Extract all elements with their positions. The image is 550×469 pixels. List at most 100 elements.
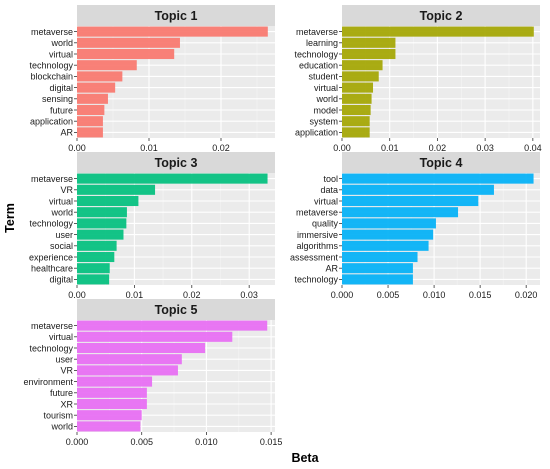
x-tick-label: 0.03 (240, 290, 258, 300)
facet-title: Topic 5 (155, 303, 198, 317)
category-label: virtual (49, 49, 73, 59)
category-label: metaverse (31, 174, 73, 184)
category-label: application (30, 117, 73, 127)
category-label: education (299, 61, 338, 71)
category-label: world (50, 38, 73, 48)
x-axis-title: Beta (291, 451, 319, 465)
bar (77, 263, 110, 274)
bar (77, 26, 268, 37)
bar (342, 71, 379, 82)
x-tick-label: 0.01 (126, 290, 144, 300)
category-label: virtual (314, 83, 338, 93)
bar (77, 71, 123, 82)
category-label: world (315, 94, 338, 104)
x-tick-label: 0.03 (476, 143, 494, 153)
bar (77, 229, 124, 240)
x-tick-label: 0.00 (333, 143, 351, 153)
bar (342, 37, 396, 48)
bar (77, 410, 142, 421)
x-tick-label: 0.00 (68, 143, 86, 153)
bar (77, 376, 153, 387)
category-label: virtual (49, 332, 73, 342)
category-label: future (50, 105, 73, 115)
bar (342, 240, 429, 251)
x-tick-label: 0.020 (515, 290, 538, 300)
bar (342, 218, 436, 229)
x-tick-label: 0.04 (524, 143, 542, 153)
category-label: assessment (290, 252, 339, 262)
facet-strip (77, 152, 275, 173)
category-label: technology (29, 343, 73, 353)
bar (342, 263, 413, 274)
category-label: technology (29, 61, 73, 71)
category-label: learning (306, 38, 338, 48)
bar (77, 93, 108, 104)
category-label: tourism (43, 411, 73, 421)
category-label: system (309, 117, 338, 127)
bar (77, 251, 115, 263)
x-tick-label: 0.02 (183, 290, 201, 300)
category-label: healthcare (31, 264, 73, 274)
category-label: virtual (49, 196, 73, 206)
bar (77, 387, 147, 398)
category-label: quality (312, 219, 339, 229)
bar (77, 331, 233, 342)
category-label: experience (29, 252, 73, 262)
bar (77, 195, 139, 207)
x-tick-label: 0.02 (429, 143, 447, 153)
bar (342, 116, 370, 127)
category-label: immersive (297, 230, 338, 240)
category-label: digital (49, 83, 73, 93)
category-label: sensing (42, 94, 73, 104)
category-label: algorithms (296, 241, 338, 251)
bar (77, 398, 147, 410)
x-tick-label: 0.01 (381, 143, 399, 153)
category-label: student (308, 72, 338, 82)
facet-strip (342, 152, 540, 173)
bar (342, 26, 534, 37)
category-label: digital (49, 275, 73, 285)
facet-panels: Topic 1metaverseworldvirtualtechnologybl… (23, 5, 542, 447)
category-label: environment (23, 377, 73, 387)
category-label: tool (323, 174, 338, 184)
x-tick-label: 0.005 (130, 437, 153, 447)
category-label: metaverse (31, 321, 73, 331)
facet-strip (77, 5, 275, 26)
facet-title: Topic 3 (155, 156, 198, 170)
x-tick-label: 0.000 (66, 437, 89, 447)
bar (342, 229, 434, 240)
category-label: XR (60, 399, 73, 409)
bar (342, 127, 370, 138)
x-tick-label: 0.010 (423, 290, 446, 300)
x-tick-label: 0.02 (212, 143, 230, 153)
category-label: metaverse (296, 208, 338, 218)
bar (77, 37, 180, 48)
x-tick-label: 0.00 (68, 290, 86, 300)
bar (342, 195, 479, 207)
x-tick-label: 0.015 (469, 290, 492, 300)
bar (77, 365, 178, 376)
facet-title: Topic 2 (420, 9, 463, 23)
facet-title: Topic 4 (420, 156, 463, 170)
bar (77, 421, 141, 432)
x-tick-label: 0.015 (260, 437, 283, 447)
category-label: technology (294, 49, 338, 59)
category-label: future (50, 388, 73, 398)
bar (342, 274, 413, 285)
category-label: world (50, 422, 73, 432)
facet-strip (77, 299, 275, 320)
category-label: user (55, 355, 73, 365)
bar (342, 48, 396, 60)
category-label: user (55, 230, 73, 240)
category-label: metaverse (296, 27, 338, 37)
bar (77, 82, 116, 93)
bar (77, 274, 110, 285)
bar (77, 48, 175, 60)
bar (77, 60, 137, 71)
bar (77, 104, 105, 116)
